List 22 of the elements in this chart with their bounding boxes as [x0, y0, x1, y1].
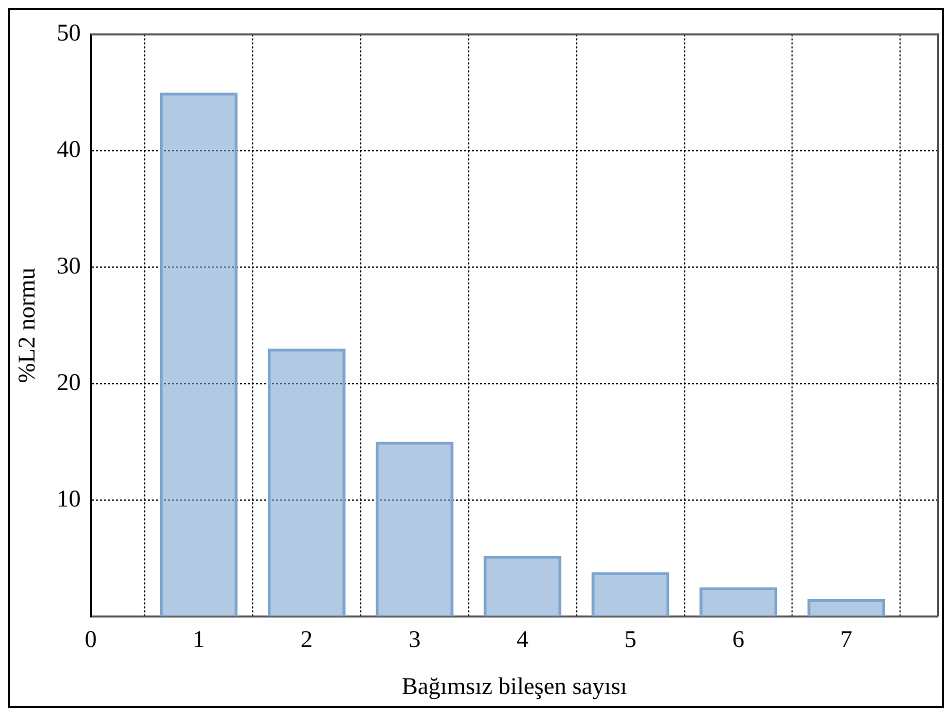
y-tick-label: 50 [56, 20, 81, 47]
bar [160, 92, 238, 616]
bar [807, 598, 886, 616]
x-tick-label: 3 [408, 627, 421, 654]
x-tick-label: 6 [732, 627, 744, 654]
bar [592, 572, 670, 616]
y-tick-label: 20 [56, 370, 81, 396]
x-axis-title: Bağımsız bileşen sayısı [402, 674, 628, 700]
bar [268, 348, 346, 616]
bar [376, 442, 454, 616]
x-tick-label: 4 [516, 627, 528, 654]
bar [484, 556, 562, 616]
y-tick-label: 10 [56, 486, 81, 512]
x-tick-label: 0 [84, 627, 97, 654]
x-tick-label: 2 [300, 627, 313, 654]
bar [699, 587, 778, 616]
x-tick-label: 1 [192, 627, 205, 654]
y-axis-title: %L2 normu [14, 268, 41, 384]
x-tick-label: 7 [840, 627, 852, 654]
x-tick-label: 5 [624, 627, 636, 654]
y-tick-label: 30 [56, 253, 81, 280]
y-tick-label: 40 [56, 137, 81, 164]
